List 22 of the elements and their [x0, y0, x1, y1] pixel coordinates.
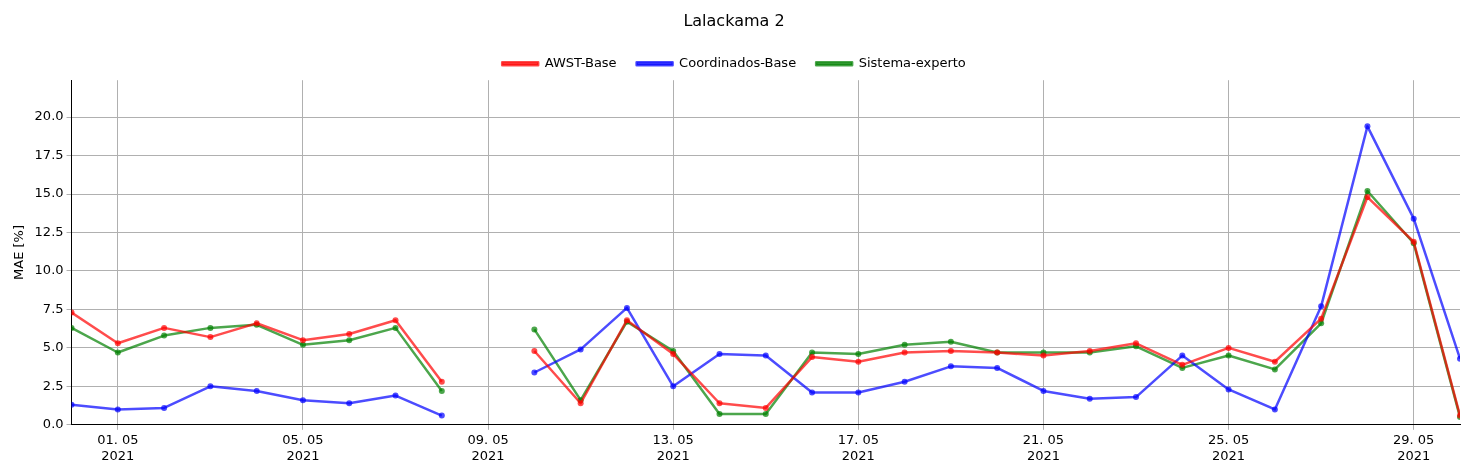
chart-title: Lalackama 2 [683, 10, 785, 30]
y-tick-label: 5.0 [42, 339, 64, 355]
y-tick-label: 15.0 [34, 185, 64, 201]
x-tick-label: 13. 05 2021 [652, 431, 694, 463]
legend-label: AWST-Base [544, 55, 617, 71]
x-tick-label: 21. 05 2021 [1022, 431, 1065, 463]
y-tick-label: 12.5 [34, 223, 64, 239]
legend-label: Sistema-experto [858, 55, 966, 71]
y-tick-label: 2.5 [42, 377, 64, 393]
y-axis-title: MAE [%] [11, 225, 27, 280]
y-tick-label: 7.5 [42, 300, 64, 316]
x-tick-label: 17. 05 2021 [837, 431, 880, 463]
x-tick-label: 29. 05 2021 [1393, 431, 1435, 463]
y-tick-label: 10.0 [34, 262, 64, 278]
x-tick-label: 09. 05 2021 [467, 431, 509, 463]
y-tick-label: 20.0 [34, 108, 64, 124]
legend-label: Coordinados-Base [679, 55, 797, 71]
x-tick-label: 25. 05 2021 [1207, 431, 1250, 463]
x-tick-label: 05. 05 2021 [282, 431, 324, 463]
y-tick-label: 0.0 [42, 416, 64, 432]
x-tick-label: 01. 05 2021 [97, 431, 139, 463]
y-tick-label: 17.5 [34, 146, 64, 162]
